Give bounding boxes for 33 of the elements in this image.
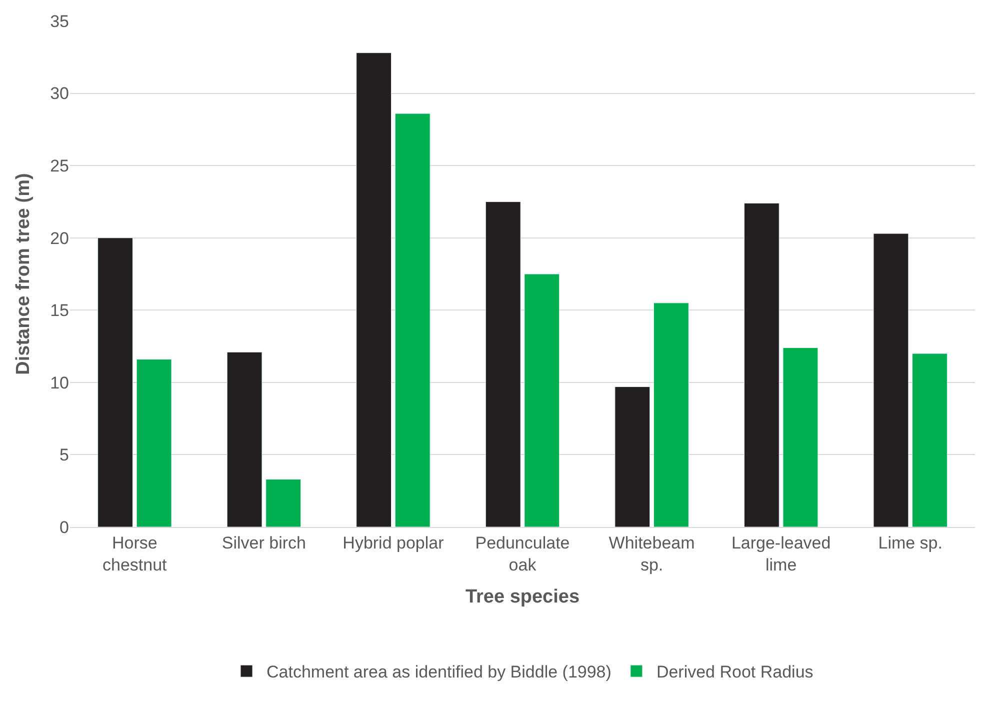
bar bbox=[782, 347, 818, 527]
x-tick-label: Large-leaved lime bbox=[731, 533, 831, 574]
bar bbox=[524, 274, 560, 527]
y-tick-label: 20 bbox=[50, 228, 69, 248]
x-tick-label: Hybrid poplar bbox=[342, 533, 444, 552]
bar bbox=[485, 201, 521, 527]
bar bbox=[394, 113, 430, 527]
x-tick-label: Horse chestnut bbox=[102, 533, 168, 574]
bar bbox=[744, 202, 780, 527]
y-tick-label: 30 bbox=[50, 84, 69, 104]
y-tick-label: 25 bbox=[50, 156, 69, 176]
bar bbox=[912, 353, 948, 527]
x-tick-label: Pedunculate oak bbox=[475, 533, 570, 574]
bar bbox=[266, 479, 302, 527]
legend-label: Catchment area as identified by Biddle (1998) bbox=[266, 662, 612, 682]
bar bbox=[136, 359, 172, 527]
x-tick-label: Whitebeam sp. bbox=[608, 533, 695, 574]
y-tick-label: 35 bbox=[50, 12, 69, 31]
y-tick-label: 0 bbox=[60, 518, 69, 537]
x-tick-label: Silver birch bbox=[222, 533, 306, 552]
bar bbox=[614, 386, 650, 527]
y-tick-label: 10 bbox=[50, 373, 69, 392]
bar bbox=[653, 302, 689, 527]
bar bbox=[356, 52, 392, 527]
x-tick-label: Lime sp. bbox=[878, 533, 942, 552]
y-tick-label: 15 bbox=[50, 301, 69, 320]
y-axis-title: Distance from tree (m) bbox=[12, 173, 34, 375]
x-axis-title: Tree species bbox=[465, 586, 580, 608]
y-tick-label: 5 bbox=[60, 446, 69, 465]
bar bbox=[873, 233, 909, 527]
legend-label: Derived Root Radius bbox=[656, 662, 814, 682]
bar bbox=[98, 238, 133, 527]
bar bbox=[226, 352, 262, 527]
